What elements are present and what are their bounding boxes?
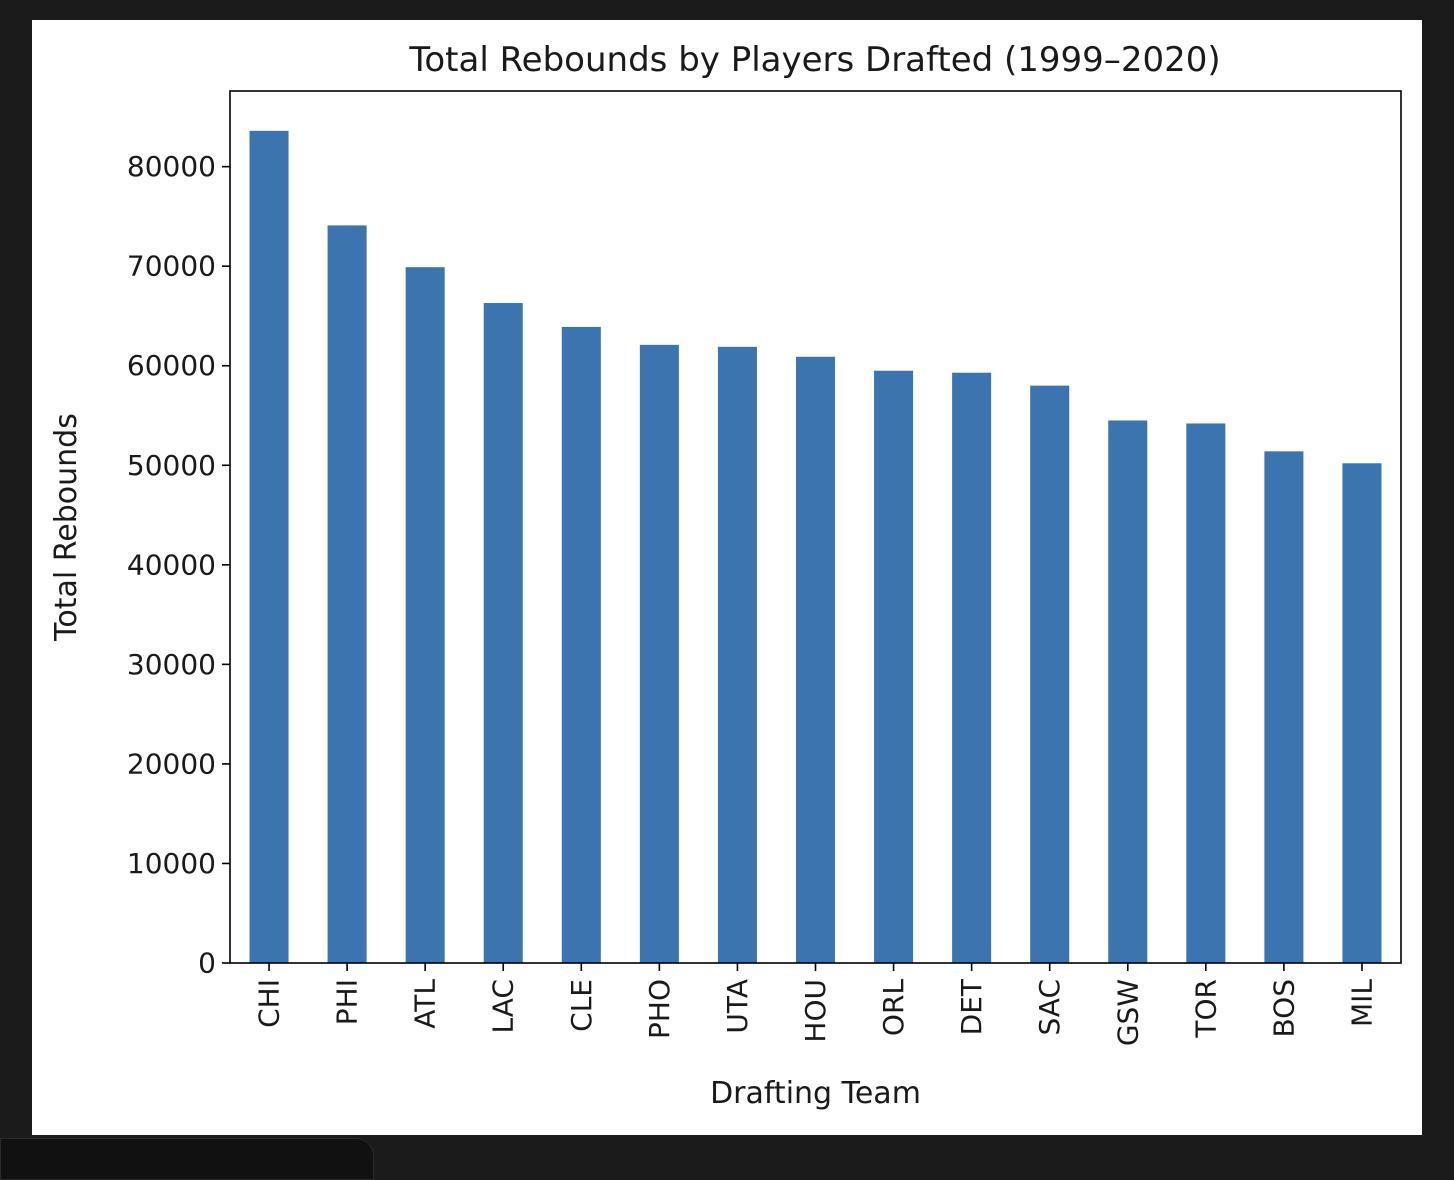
y-tick-label: 50000: [127, 449, 216, 482]
bar-cle: [561, 326, 601, 963]
bar-uta: [717, 346, 757, 963]
bars-group: [249, 130, 1382, 964]
x-tick-label-cle: CLE: [565, 979, 598, 1032]
x-axis-ticks: CHI PHI ATL LAC CLE PHO UTA HOU ORL DET SAC GSW TOR B…: [253, 963, 1378, 1046]
bar-atl: [405, 267, 445, 963]
bar-hou: [795, 356, 836, 963]
x-tick-label-det: DET: [955, 978, 988, 1035]
x-tick-label-phi: PHI: [331, 979, 364, 1025]
y-tick-label: 20000: [127, 747, 216, 780]
x-tick-label-gsw: GSW: [1111, 979, 1144, 1046]
bar-chart: Total Rebounds by Players Drafted (1999–…: [49, 40, 1402, 1111]
y-tick-label: 40000: [127, 548, 216, 581]
y-tick-label: 80000: [127, 150, 216, 183]
bar-phi: [327, 225, 367, 964]
bottom-panel-tab: [0, 1138, 374, 1180]
x-tick-label-chi: CHI: [253, 979, 286, 1028]
y-tick-label: 0: [198, 947, 216, 980]
x-tick-label-mil: MIL: [1345, 979, 1378, 1027]
chart-title: Total Rebounds by Players Drafted (1999–…: [408, 40, 1220, 80]
x-axis-label: Drafting Team: [710, 1076, 921, 1111]
bar-bos: [1264, 451, 1304, 963]
x-tick-label-bos: BOS: [1267, 979, 1300, 1038]
y-tick-label: 70000: [127, 250, 216, 283]
x-tick-label-orl: ORL: [877, 979, 910, 1036]
y-tick-label: 10000: [127, 847, 216, 880]
bar-sac: [1030, 385, 1070, 963]
x-tick-label-lac: LAC: [487, 979, 520, 1033]
x-tick-label-atl: ATL: [409, 979, 442, 1029]
bar-chi: [249, 130, 289, 963]
y-axis-ticks: 0 10000 20000 30000 40000 50000 60000 70000 8000…: [127, 150, 230, 980]
bar-det: [952, 372, 992, 963]
x-tick-label-sac: SAC: [1033, 979, 1066, 1036]
chart-figure: Total Rebounds by Players Drafted (1999–…: [32, 20, 1422, 1135]
plot-area-frame: [229, 90, 1402, 964]
bar-lac: [483, 303, 523, 963]
x-tick-label-hou: HOU: [799, 979, 832, 1043]
x-tick-label-tor: TOR: [1189, 979, 1222, 1039]
y-tick-label: 60000: [127, 349, 216, 382]
y-axis-label: Total Rebounds: [49, 413, 84, 642]
y-tick-label: 30000: [127, 648, 216, 681]
bar-pho: [639, 344, 679, 964]
bar-mil: [1342, 463, 1382, 963]
x-tick-label-uta: UTA: [721, 979, 754, 1034]
bar-gsw: [1108, 420, 1148, 963]
bar-orl: [874, 370, 914, 963]
x-tick-label-pho: PHO: [643, 979, 676, 1039]
bar-tor: [1186, 423, 1226, 964]
